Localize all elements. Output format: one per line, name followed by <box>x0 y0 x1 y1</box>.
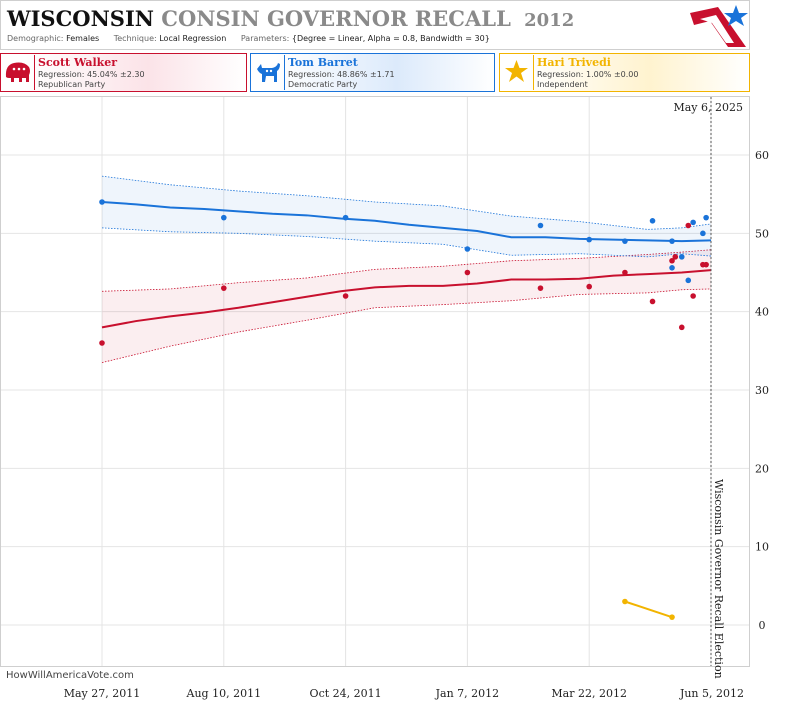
confidence-bands <box>101 175 712 363</box>
parameters-value: {Degree = Linear, Alpha = 0.8, Bandwidth… <box>291 34 490 43</box>
poll-point <box>703 261 709 268</box>
candidate-regression: Regression: 1.00% ±0.00 <box>537 70 639 79</box>
title-rest: CONSIN GOVERNOR RECALL <box>161 6 511 31</box>
star-icon <box>501 55 534 90</box>
x-tick-label: May 27, 2011 <box>64 687 141 700</box>
y-axis-ticks: 0 10 20 30 40 50 60 <box>755 149 769 632</box>
gridlines <box>1 97 749 666</box>
poll-point <box>342 293 349 299</box>
poll-point <box>622 269 628 276</box>
page-title: WISCONSIN CONSIN GOVERNOR RECALL 2012 <box>7 6 574 31</box>
current-date-label: May 6, 2025 <box>673 101 743 114</box>
y-tick-label: 40 <box>755 306 769 319</box>
technique-value: Local Regression <box>159 34 227 43</box>
confidence-band <box>102 176 711 257</box>
x-tick-label: Jan 7, 2012 <box>435 687 500 700</box>
trend-line <box>624 600 673 619</box>
x-tick-label: Jun 5, 2012 <box>679 687 744 700</box>
elephant-icon <box>2 55 35 90</box>
plot-frame <box>0 96 750 667</box>
poll-point <box>622 238 628 244</box>
poll-point <box>99 340 105 346</box>
candidate-trivedi: Hari Trivedi Regression: 1.00% ±0.00 Ind… <box>499 53 750 92</box>
poll-point <box>537 222 544 229</box>
poll-point <box>586 236 592 243</box>
band-upper-line <box>101 175 712 230</box>
poll-point <box>464 269 471 276</box>
y-tick-label: 50 <box>755 227 769 240</box>
band-lower-line <box>101 227 712 258</box>
poll-point <box>537 285 544 291</box>
poll-point <box>678 324 685 331</box>
x-axis-ticks: May 27, 2011 Aug 10, 2011 Oct 24, 2011 Jan … <box>64 687 744 700</box>
candidate-name: Tom Barret <box>288 56 358 69</box>
poll-point <box>678 254 685 260</box>
poll-point <box>464 246 471 252</box>
demographic-label: Demographic: <box>7 34 64 43</box>
poll-point <box>669 614 675 620</box>
poll-point <box>669 257 675 264</box>
poll-points <box>99 199 709 620</box>
candidate-party: Republican Party <box>38 80 106 89</box>
poll-point <box>700 230 706 237</box>
trend-lines <box>101 201 712 619</box>
y-tick-label: 30 <box>755 384 769 397</box>
title-year: 2012 <box>524 10 575 31</box>
poll-point <box>221 285 227 291</box>
chart-header: WISCONSIN CONSIN GOVERNOR RECALL 2012 De… <box>0 0 750 50</box>
y-tick-label: 10 <box>755 541 769 554</box>
candidate-name: Hari Trivedi <box>537 56 611 69</box>
parameters-label: Parameters: <box>240 34 290 43</box>
candidate-regression: Regression: 45.04% ±2.30 <box>38 70 145 79</box>
x-tick-label: Mar 22, 2012 <box>551 687 627 700</box>
poll-point <box>586 283 592 290</box>
poll-point <box>672 254 679 260</box>
candidate-name: Scott Walker <box>38 56 118 69</box>
x-tick-label: Oct 24, 2011 <box>310 687 382 700</box>
parameters-line: Demographic: Females Technique: Local Re… <box>7 34 490 43</box>
demographic-value: Females <box>66 34 100 43</box>
poll-point <box>99 199 105 205</box>
poll-point <box>690 293 696 299</box>
title-bold: WISCONSIN <box>7 6 154 31</box>
y-tick-label: 0 <box>759 619 766 632</box>
poll-point <box>221 214 227 221</box>
candidate-barret: Tom Barret Regression: 48.86% ±1.71 Demo… <box>250 53 495 92</box>
candidate-party: Democratic Party <box>288 80 358 89</box>
candidate-walker: Scott Walker Regression: 45.04% ±2.30 Re… <box>0 53 247 92</box>
donkey-icon <box>252 55 285 90</box>
poll-point <box>649 298 656 305</box>
watermark-text: HowWillAmericaVote.com <box>6 670 134 681</box>
election-label: Wisconsin Governor Recall Election <box>712 479 725 679</box>
candidate-regression: Regression: 48.86% ±1.71 <box>288 70 395 79</box>
poll-point <box>685 277 692 284</box>
poll-point <box>690 219 696 226</box>
poll-point <box>669 265 675 271</box>
poll-point <box>649 218 656 224</box>
x-tick-label: Aug 10, 2011 <box>186 687 262 700</box>
trend-line <box>101 269 712 329</box>
technique-label: Technique: <box>113 34 157 43</box>
poll-point <box>703 214 709 221</box>
candidate-party: Independent <box>537 80 588 89</box>
poll-point <box>669 238 675 244</box>
poll-point <box>342 214 349 221</box>
trend-line <box>101 201 712 243</box>
band-upper-line <box>101 249 712 292</box>
poll-point <box>685 222 692 229</box>
poll-point <box>622 598 628 605</box>
y-tick-label: 60 <box>755 149 769 162</box>
site-logo-icon <box>690 5 748 47</box>
y-tick-label: 20 <box>755 462 769 475</box>
poll-chart: May 6, 2025 Wisconsin Governor Recall El… <box>0 96 769 700</box>
